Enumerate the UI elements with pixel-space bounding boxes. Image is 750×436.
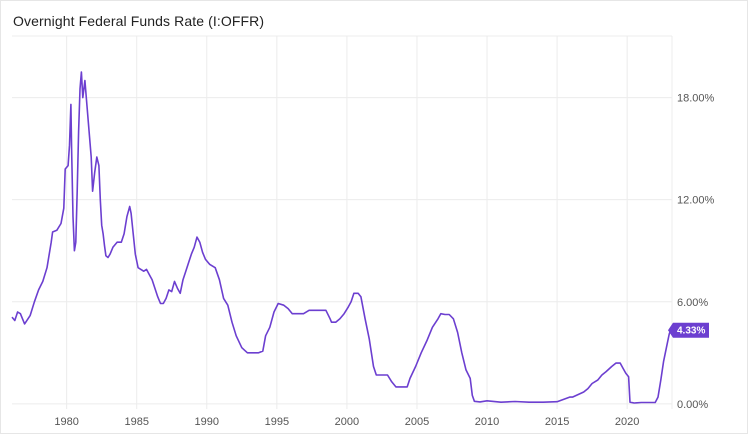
x-axis-ticks: 1980 1985 1990 1995 2000 2005 2010 2015 2020 [54,416,639,428]
series-layer [11,71,672,404]
y-tick-label: 18.00% [677,93,715,105]
x-tick-label: 1990 [195,416,219,428]
x-tick-label: 1985 [124,416,148,428]
last-value-badge: 4.33% [668,322,709,338]
x-tick-label: 1980 [54,416,78,428]
x-tick-label: 2010 [475,416,499,428]
y-axis-ticks: 0.00% 6.00% 12.00% 18.00% [677,93,715,411]
y-tick-label: 6.00% [677,297,708,309]
x-tick-label: 1995 [265,416,289,428]
last-value-badge-shape [668,322,709,338]
chart-title: Overnight Federal Funds Rate (I:OFFR) [13,13,265,29]
x-tick-label: 2020 [615,416,639,428]
y-tick-label: 0.00% [677,399,708,411]
grid [12,35,673,409]
series-line [11,71,672,404]
y-tick-label: 12.00% [677,195,715,207]
last-value-label: 4.33% [677,326,705,337]
x-tick-label: 2005 [405,416,429,428]
x-tick-label: 2000 [335,416,359,428]
x-tick-label: 2015 [545,416,569,428]
